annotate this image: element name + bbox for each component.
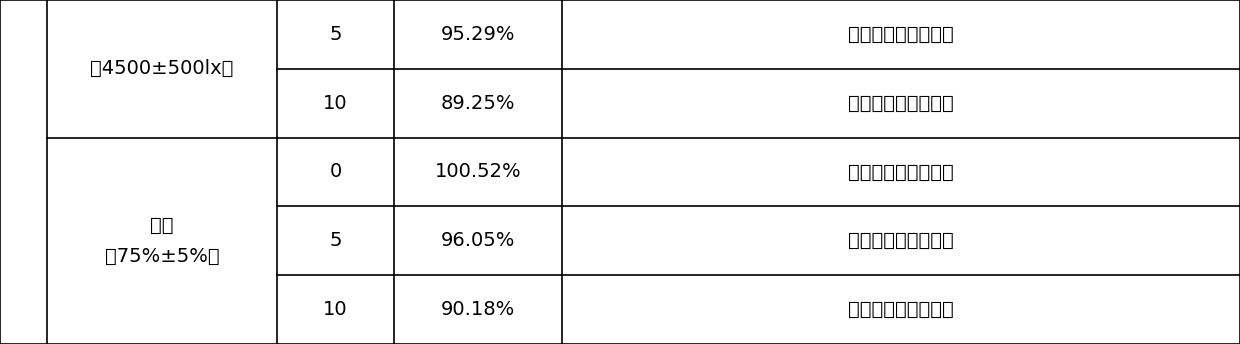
Text: 湿度: 湿度	[150, 216, 174, 235]
Text: 89.25%: 89.25%	[440, 94, 516, 113]
Text: 10: 10	[324, 94, 347, 113]
Text: 淡黄色澄明油状液体: 淡黄色澄明油状液体	[848, 94, 954, 113]
Text: 96.05%: 96.05%	[441, 231, 515, 250]
Text: 0: 0	[330, 162, 341, 182]
Text: 淡黄色澄明油状液体: 淡黄色澄明油状液体	[848, 300, 954, 319]
Text: 深黄色澄明油状液体: 深黄色澄明油状液体	[848, 25, 954, 44]
Text: 5: 5	[329, 25, 342, 44]
Text: 90.18%: 90.18%	[441, 300, 515, 319]
Text: 淡黄色澄明油状液体: 淡黄色澄明油状液体	[848, 231, 954, 250]
Text: （4500±500lx）: （4500±500lx）	[91, 59, 233, 78]
Text: 淡黄色澄明油状液体: 淡黄色澄明油状液体	[848, 162, 954, 182]
Text: 95.29%: 95.29%	[440, 25, 516, 44]
Text: 10: 10	[324, 300, 347, 319]
Text: （75%±5%）: （75%±5%）	[104, 247, 219, 266]
Text: 5: 5	[329, 231, 342, 250]
Text: 100.52%: 100.52%	[435, 162, 521, 182]
